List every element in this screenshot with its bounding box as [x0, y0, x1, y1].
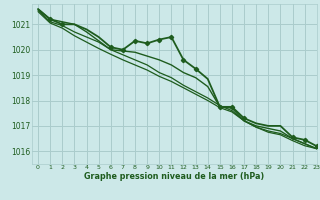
X-axis label: Graphe pression niveau de la mer (hPa): Graphe pression niveau de la mer (hPa): [84, 172, 265, 181]
